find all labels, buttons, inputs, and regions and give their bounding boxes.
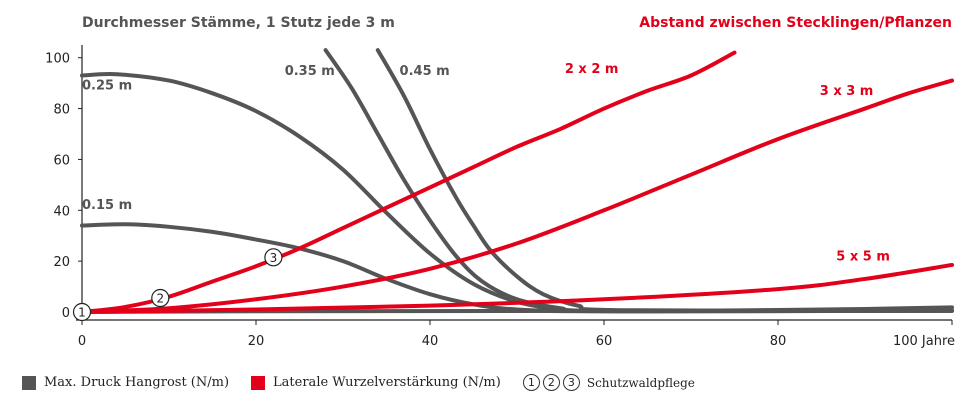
- series-line-3-x-3-m: [80, 78, 954, 314]
- x-tick-label: 100 Jahre: [893, 334, 955, 349]
- x-tick-label: 0: [78, 334, 86, 349]
- marker-2: 2: [151, 288, 170, 308]
- series-line-2-x-2-m: [80, 50, 737, 314]
- x-tick-label: 20: [248, 334, 265, 349]
- series-label: 0.25 m: [82, 79, 132, 94]
- legend-circles-text: Schutzwaldpflege: [586, 375, 695, 390]
- series-label: 0.15 m: [82, 198, 132, 213]
- series-label: 0.45 m: [400, 64, 450, 79]
- marker-3: 3: [264, 248, 283, 267]
- y-tick-label: 40: [53, 204, 70, 219]
- legend-label-gray: Max. Druck Hangrost (N/m): [44, 375, 230, 390]
- x-tick-label: 40: [422, 334, 439, 349]
- marker-label: 1: [78, 306, 86, 320]
- y-tick-label: 60: [53, 153, 70, 168]
- y-tick-label: 80: [53, 103, 70, 118]
- legend-item-red: Laterale Wurzelverstärkung (N/m): [251, 375, 501, 390]
- y-tick-label: 20: [53, 255, 70, 270]
- legend-circle-3: 3: [562, 374, 580, 391]
- series-line-5-x-5-m: [80, 262, 954, 314]
- legend-label-red: Laterale Wurzelverstärkung (N/m): [273, 375, 501, 390]
- x-tick-label: 80: [770, 334, 787, 349]
- y-tick-label: 0: [62, 306, 70, 321]
- legend-item-circles: 1 2 3 Schutzwaldpflege: [522, 374, 695, 391]
- legend-circle-1: 1: [522, 374, 540, 391]
- marker-circle: [72, 302, 92, 322]
- series-label: 3 x 3 m: [820, 84, 874, 99]
- x-tick-label: 60: [596, 334, 613, 349]
- series-label: 5 x 5 m: [836, 249, 890, 264]
- legend-item-gray: Max. Druck Hangrost (N/m): [22, 375, 229, 390]
- series-label: 0.35 m: [285, 64, 335, 79]
- legend-swatch-gray: [22, 375, 36, 390]
- marker-label: 2: [156, 292, 164, 306]
- legend-circle-2: 2: [542, 374, 560, 391]
- legend: Max. Druck Hangrost (N/m) Laterale Wurze…: [22, 374, 717, 391]
- chart-title-left: Durchmesser Stämme, 1 Stutz jede 3 m: [82, 15, 395, 31]
- marker-1: 1: [72, 302, 92, 322]
- legend-swatch-red: [251, 375, 266, 390]
- marker-circle: [151, 288, 170, 308]
- y-tick-label: 100: [45, 52, 70, 67]
- marker-label: 3: [270, 251, 278, 265]
- series-label: 2 x 2 m: [565, 62, 619, 77]
- chart-title-right: Abstand zwischen Stecklingen/Pflanzen: [639, 15, 952, 31]
- marker-circle: [264, 248, 283, 267]
